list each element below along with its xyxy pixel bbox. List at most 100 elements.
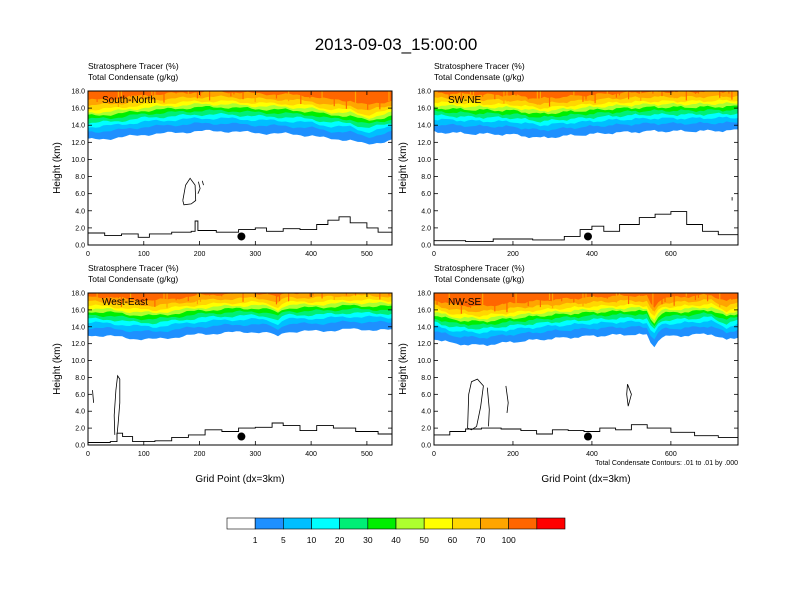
x-tick-label: 400 [305, 451, 317, 458]
y-tick-label: 8.0 [421, 174, 431, 181]
plot-frame [433, 90, 739, 246]
colorbar-swatch [254, 517, 284, 530]
colorbar-label: 40 [391, 535, 401, 545]
y-tick-label: 6.0 [75, 392, 85, 399]
plot-area [434, 91, 738, 245]
colorbar-label: 100 [502, 535, 516, 545]
y-tick-label: 2.0 [75, 426, 85, 433]
terrain-line [88, 216, 392, 238]
colorbar-swatch [226, 517, 256, 530]
y-tick-label: 12.0 [417, 140, 431, 147]
section-label: SW-NE [448, 95, 481, 106]
x-tick-label: 200 [507, 251, 519, 258]
y-tick-label: 16.0 [71, 307, 85, 314]
terrain-line [434, 424, 738, 443]
panel-header-tracer: Stratosphere Tracer (%) [88, 263, 179, 273]
panel-nw-se: Stratosphere Tracer (%) Total Condensate … [398, 263, 739, 485]
condensate-contour [113, 374, 121, 435]
plot-frame [87, 292, 393, 446]
x-tick-label: 0 [86, 451, 90, 458]
y-tick-label: 18.0 [417, 291, 431, 298]
panel-west-east: Stratosphere Tracer (%)Total Condensate … [52, 263, 393, 485]
colorbar-swatch [367, 517, 397, 530]
y-tick-label: 2.0 [75, 225, 85, 232]
condensate-contour [486, 387, 490, 427]
x-tick-label: 0 [432, 251, 436, 258]
section-label: South-North [102, 95, 156, 106]
y-tick-label: 0.0 [421, 443, 431, 450]
panel-header-tracer: Stratosphere Tracer (%) [434, 263, 525, 273]
colorbar-label: 1 [253, 535, 258, 545]
colorbar-label: 30 [363, 535, 373, 545]
y-tick-label: 10.0 [71, 157, 85, 164]
colorbar-swatch [339, 517, 369, 530]
panels: Stratosphere Tracer (%)Total Condensate … [52, 61, 739, 485]
colorbar-label: 10 [307, 535, 317, 545]
x-tick-label: 200 [194, 251, 206, 258]
y-tick-label: 12.0 [71, 341, 85, 348]
x-tick-label: 600 [665, 251, 677, 258]
colorbar-label: 70 [476, 535, 486, 545]
x-tick-label: 400 [586, 251, 598, 258]
y-tick-label: 16.0 [417, 307, 431, 314]
y-tick-label: 14.0 [417, 324, 431, 331]
colorbar-swatch [480, 517, 509, 530]
x-tick-label: 400 [305, 251, 317, 258]
site-marker [583, 432, 592, 441]
y-axis-label: Height (km) [398, 142, 409, 194]
y-tick-label: 18.0 [417, 89, 431, 96]
y-tick-label: 2.0 [421, 225, 431, 232]
section-label: NW-SE [448, 297, 481, 308]
y-tick-label: 0.0 [75, 243, 85, 250]
y-tick-label: 4.0 [75, 208, 85, 215]
x-tick-label: 400 [586, 451, 598, 458]
y-tick-label: 18.0 [71, 291, 85, 298]
x-tick-label: 200 [507, 451, 519, 458]
colorbar-swatch [395, 517, 425, 530]
x-tick-label: 0 [86, 251, 90, 258]
condensate-contour [201, 180, 204, 186]
figure-title: 2013-09-03_15:00:00 [315, 35, 478, 54]
colorbar-label: 50 [419, 535, 429, 545]
condensate-contour [182, 177, 197, 206]
x-tick-label: 500 [361, 451, 373, 458]
y-tick-label: 4.0 [75, 409, 85, 416]
colorbar-swatch [508, 517, 538, 530]
terrain-line [88, 422, 392, 443]
site-marker [237, 432, 246, 441]
x-axis-label: Grid Point (dx=3km) [195, 474, 284, 485]
y-tick-label: 2.0 [421, 426, 431, 433]
condensate-contour [505, 385, 509, 413]
y-tick-label: 0.0 [421, 243, 431, 250]
y-tick-label: 12.0 [417, 341, 431, 348]
panel-sw-ne: Stratosphere Tracer (%)Total Condensate … [398, 61, 739, 258]
plot-area [88, 91, 392, 245]
y-tick-label: 10.0 [417, 157, 431, 164]
y-tick-label: 8.0 [75, 375, 85, 382]
condensate-contour [197, 181, 201, 194]
colorbar: 1 5 10 20 30 40 50 60 70 100 [226, 517, 566, 545]
x-tick-label: 100 [138, 451, 150, 458]
colorbar-swatch [423, 517, 453, 530]
colorbar-swatch [452, 517, 481, 530]
site-marker [237, 232, 246, 241]
y-tick-label: 16.0 [417, 106, 431, 113]
x-tick-label: 100 [138, 251, 150, 258]
colorbar-label: 20 [335, 535, 345, 545]
y-tick-label: 4.0 [421, 409, 431, 416]
x-axis-label: Grid Point (dx=3km) [541, 474, 630, 485]
x-tick-label: 300 [249, 251, 261, 258]
y-axis-label: Height (km) [398, 343, 409, 395]
y-axis-label: Height (km) [52, 343, 63, 395]
y-tick-label: 0.0 [75, 443, 85, 450]
x-tick-label: 600 [665, 451, 677, 458]
contour-note: Total Condensate Contours: .01 to .01 by… [595, 460, 738, 467]
plot-frame [433, 292, 739, 446]
x-tick-label: 0 [432, 451, 436, 458]
colorbar-swatch [283, 517, 312, 530]
panel-header-tracer: Stratosphere Tracer (%) [88, 61, 179, 71]
plot-area [88, 293, 392, 445]
panel-header-condensate: Total Condensate (g/kg) [434, 72, 524, 82]
panel-header-condensate: Total Condensate (g/kg) [88, 274, 178, 284]
